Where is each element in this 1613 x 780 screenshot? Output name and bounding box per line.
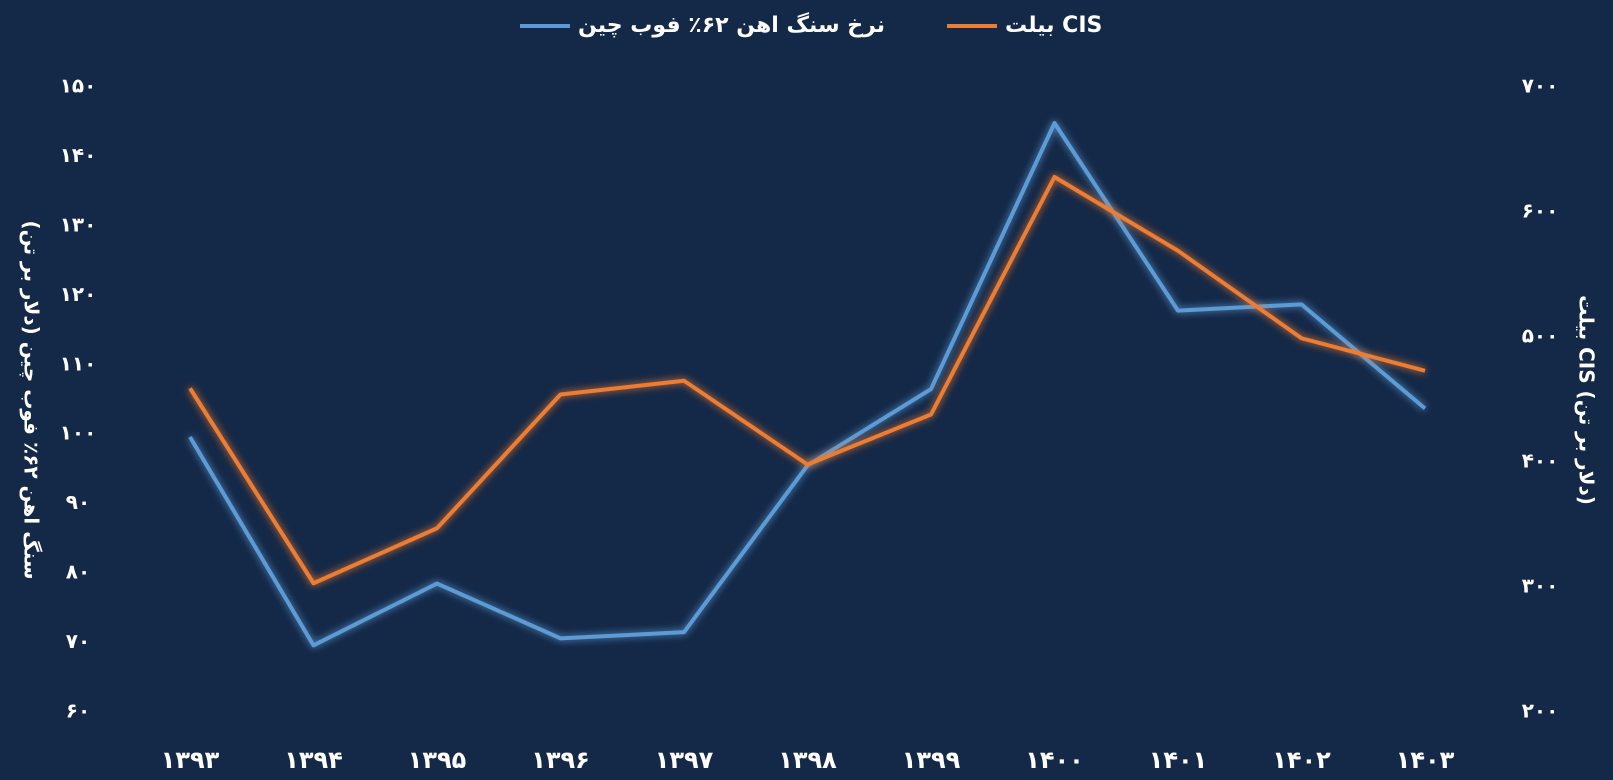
y2-tick-label: ۲۰۰ <box>1522 699 1559 723</box>
x-tick-label: ۱۳۹۶ <box>531 746 590 774</box>
x-tick-label: ۱۴۰۳ <box>1396 746 1455 774</box>
x-tick-label: ۱۳۹۵ <box>408 746 467 774</box>
y2-tick-label: ۷۰۰ <box>1522 74 1559 98</box>
y-tick-label: ۸۰ <box>66 560 90 584</box>
y-tick-label: ۷۰ <box>66 629 90 653</box>
y-tick-label: ۱۵۰ <box>60 74 97 98</box>
y2-tick-label: ۵۰۰ <box>1522 324 1559 348</box>
legend-label: بیلت CIS <box>1005 13 1102 38</box>
y-axis-title: سنگ اهن ۶۲٪ فوب چین (دلار بر تن) <box>19 220 44 579</box>
y-tick-label: ۱۳۰ <box>60 212 97 236</box>
x-tick-label: ۱۳۹۷ <box>655 746 714 774</box>
y2-axis-title: بیلت CIS (دلار بر تن) <box>1575 295 1599 505</box>
y-tick-label: ۹۰ <box>66 490 90 514</box>
y-tick-label: ۱۱۰ <box>60 351 97 375</box>
x-tick-label: ۱۳۹۴ <box>284 746 343 774</box>
x-tick-label: ۱۴۰۲ <box>1272 746 1331 774</box>
y2-tick-label: ۶۰۰ <box>1522 199 1559 223</box>
y-tick-label: ۱۴۰ <box>60 143 97 167</box>
x-tick-label: ۱۳۹۹ <box>902 746 961 774</box>
y-tick-label: ۱۲۰ <box>60 282 97 306</box>
legend-label: نرخ سنگ اهن ۶۲٪ فوب چین <box>578 11 885 38</box>
y-tick-label: ۱۰۰ <box>60 421 97 445</box>
y2-tick-label: ۳۰۰ <box>1522 574 1559 598</box>
series-line <box>188 175 1426 586</box>
y2-tick-label: ۴۰۰ <box>1522 449 1559 473</box>
x-tick-label: ۱۴۰۰ <box>1025 746 1084 774</box>
x-tick-label: ۱۳۹۸ <box>778 746 837 774</box>
y-tick-label: ۶۰ <box>66 699 90 723</box>
x-tick-label: ۱۳۹۳ <box>161 746 220 774</box>
x-tick-label: ۱۴۰۱ <box>1149 746 1208 774</box>
